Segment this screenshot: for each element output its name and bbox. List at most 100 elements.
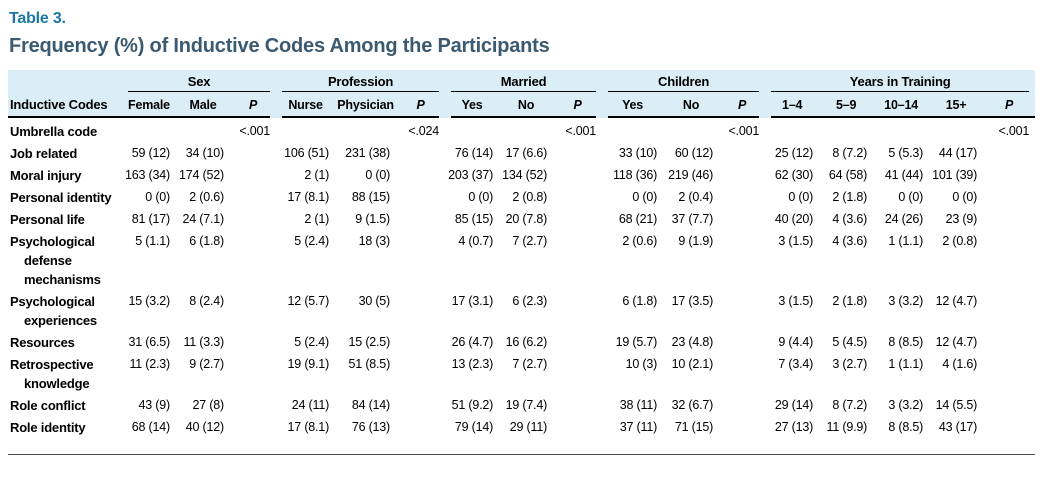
data-cell: 11 (3.3) <box>183 335 224 349</box>
column-header-married-yes: Yes <box>445 92 500 118</box>
table-row: Psychological experiences 15 (3.2) 8 (2.4)… <box>8 290 1035 331</box>
data-cell <box>122 118 176 142</box>
column-header-married-p: P <box>553 92 603 118</box>
data-cell: 9 (1.5) <box>355 212 391 226</box>
data-cell: 5 (2.4) <box>294 335 330 349</box>
data-cell <box>719 186 765 208</box>
data-cell: 118 (36) <box>613 168 658 182</box>
data-cell <box>230 331 276 353</box>
data-cell: 3 (1.5) <box>778 234 814 248</box>
table-header: Sex Profession Married Children Years in Tra… <box>8 70 1036 118</box>
data-cell: 84 (14) <box>351 398 391 412</box>
row-label: Job related <box>10 146 78 161</box>
column-header-years-in-training-10-14: 10–14 <box>873 92 930 118</box>
data-cell: 43 (17) <box>938 420 978 434</box>
data-cell: 101 (39) <box>932 168 978 182</box>
data-cell <box>396 164 445 186</box>
row-label: Role identity <box>10 420 86 435</box>
data-cell: 11 (9.9) <box>826 420 868 434</box>
data-cell <box>983 186 1035 208</box>
group-header-label: Children <box>608 74 760 92</box>
column-header-years-in-training-5-9: 5–9 <box>819 92 874 118</box>
row-label: Psychological experiences <box>10 294 97 328</box>
table-number-label: Table 3. <box>9 10 66 27</box>
group-header-married: Married <box>445 70 603 92</box>
data-cell: <.001 <box>998 124 1030 138</box>
data-cell: 68 (14) <box>131 420 170 434</box>
data-cell: 8 (8.5) <box>888 420 924 434</box>
data-cell: 10 (2.1) <box>671 357 714 371</box>
data-cell: 19 (9.1) <box>287 357 330 371</box>
group-header-row: Sex Profession Married Children Years in Tra… <box>8 70 1036 92</box>
data-cell <box>553 416 602 438</box>
data-cell: 31 (6.5) <box>128 335 171 349</box>
data-cell <box>230 230 276 290</box>
data-cell <box>553 186 602 208</box>
data-cell <box>719 230 765 290</box>
data-cell: 40 (12) <box>185 420 224 434</box>
data-cell: 0 (0) <box>788 190 814 204</box>
row-label: Role conflict <box>10 398 86 413</box>
data-cell: 2 (1.8) <box>832 294 868 308</box>
data-cell: 11 (2.3) <box>129 357 170 371</box>
page-title: Frequency (%) of Inductive Codes Among t… <box>9 35 550 57</box>
group-header-label: Sex <box>128 74 271 92</box>
data-cell: 5 (5.3) <box>888 146 924 160</box>
data-cell: 23 (4.8) <box>671 335 714 349</box>
data-cell: 6 (2.3) <box>512 294 548 308</box>
data-cell <box>719 208 765 230</box>
data-cell <box>176 118 230 142</box>
data-cell: 3 (3.2) <box>888 294 924 308</box>
table-row: Personal identity 0 (0) 2 (0.6) 17 (8.1) 88 … <box>8 186 1035 208</box>
data-cell: 4 (3.6) <box>832 212 868 226</box>
data-cell: 0 (0) <box>632 190 658 204</box>
data-cell: 76 (14) <box>454 146 494 160</box>
data-cell <box>983 416 1035 438</box>
data-cell: 12 (5.7) <box>287 294 330 308</box>
column-header-years-in-training-p: P <box>983 92 1036 118</box>
row-label: Personal life <box>10 212 85 227</box>
data-cell <box>719 416 765 438</box>
data-cell <box>553 331 602 353</box>
data-cell: 88 (15) <box>351 190 391 204</box>
table-row: Role identity 68 (14) 40 (12) 17 (8.1) 76 (1… <box>8 416 1035 438</box>
data-cell <box>719 353 765 394</box>
data-cell <box>983 394 1035 416</box>
data-cell: 2 (1.8) <box>832 190 868 204</box>
data-cell: 19 (7.4) <box>505 398 548 412</box>
data-cell: 60 (12) <box>674 146 714 160</box>
data-cell: 9 (4.4) <box>778 335 814 349</box>
bottom-rule <box>8 438 1036 455</box>
column-header-years-in-training-15: 15+ <box>929 92 984 118</box>
frequency-table: Sex Profession Married Children Years in Tra… <box>8 70 1036 455</box>
data-cell: 24 (11) <box>291 398 330 412</box>
data-cell: 8 (7.2) <box>832 146 868 160</box>
data-cell <box>230 186 276 208</box>
data-cell: 17 (3.1) <box>451 294 494 308</box>
data-cell: 15 (3.2) <box>128 294 171 308</box>
data-cell <box>983 353 1035 394</box>
row-label: Moral injury <box>10 168 82 183</box>
data-cell: 62 (30) <box>774 168 814 182</box>
data-cell <box>553 208 602 230</box>
data-cell: 15 (2.5) <box>348 335 391 349</box>
data-cell: 64 (58) <box>828 168 868 182</box>
data-cell: 2 (0.4) <box>678 190 714 204</box>
table-row: Psychological defense mechanisms 5 (1.1) 6… <box>8 230 1035 290</box>
data-cell <box>719 394 765 416</box>
data-cell <box>230 208 276 230</box>
data-cell: 18 (3) <box>358 234 391 248</box>
data-cell <box>553 164 602 186</box>
data-cell: 17 (8.1) <box>287 190 330 204</box>
data-cell: 68 (21) <box>618 212 658 226</box>
data-cell <box>553 290 602 331</box>
column-header-years-in-training-1-4: 1–4 <box>765 92 820 118</box>
column-header-sex-male: Male <box>176 92 230 118</box>
data-cell <box>983 230 1035 290</box>
data-cell: <.024 <box>408 124 440 138</box>
table-row: Moral injury 163 (34) 174 (52) 2 (1) 0 (0) 20… <box>8 164 1035 186</box>
data-cell: 81 (17) <box>131 212 170 226</box>
data-cell: 1 (1.1) <box>888 357 924 371</box>
data-cell <box>230 290 276 331</box>
data-cell <box>983 142 1035 164</box>
